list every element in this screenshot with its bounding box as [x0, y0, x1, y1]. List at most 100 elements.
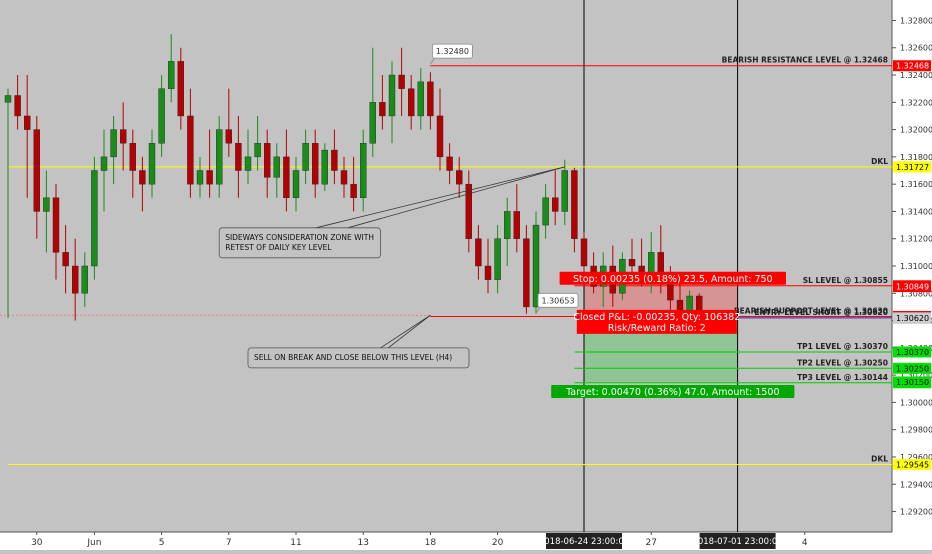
candle-body — [446, 156, 453, 171]
level-label: SL LEVEL @ 1.30855 — [803, 276, 888, 285]
level-label: DKL — [871, 157, 888, 166]
candle-body — [312, 143, 319, 185]
candle-body — [542, 197, 549, 226]
candle-body — [139, 170, 146, 185]
candle-body — [532, 224, 540, 308]
x-tick-label: 5 — [159, 538, 165, 548]
date-tag-bg — [546, 533, 622, 549]
candle-body — [369, 102, 376, 144]
candle-body — [580, 238, 588, 267]
candle-body — [475, 238, 482, 267]
y-tick-label: 1.32800 — [900, 16, 932, 25]
candle-body — [206, 170, 213, 185]
price-tag: 1.30849 — [896, 283, 929, 292]
x-tick-label: 20 — [492, 538, 504, 548]
candle-body — [408, 88, 415, 117]
price-tag: 1.30250 — [896, 364, 929, 373]
candle-body — [283, 156, 290, 198]
candle-body — [215, 129, 223, 185]
candle-body — [129, 143, 137, 171]
price-tag: 1.30620 — [896, 314, 929, 323]
y-tick-label: 1.31400 — [900, 207, 932, 216]
closed-pl-bg — [576, 309, 737, 334]
candle-body — [4, 95, 12, 103]
price-tag-bg — [893, 312, 931, 324]
x-tick-label: 7 — [226, 538, 232, 548]
candle-body — [417, 81, 424, 117]
note-box — [247, 347, 470, 369]
price-tag: 1.31727 — [896, 163, 929, 172]
candle-body — [552, 197, 559, 212]
price-tag: 1.30370 — [896, 348, 929, 357]
time-axis-background — [0, 532, 892, 550]
date-tag: 2018-06-24 23:00:00 — [539, 537, 629, 547]
x-tick-label: 30 — [31, 538, 43, 548]
candle-body — [523, 238, 530, 308]
candle-body — [331, 149, 338, 171]
candle-body — [398, 74, 405, 89]
candle-body — [110, 129, 117, 158]
candle-body — [52, 197, 60, 253]
candle-body — [91, 170, 98, 267]
candle-body — [302, 143, 309, 171]
candle-body — [235, 143, 242, 171]
note-pointer — [315, 166, 565, 238]
price-callout: 1.30653 — [541, 296, 574, 305]
candle-body — [388, 74, 396, 117]
price-tag-bg — [893, 281, 931, 293]
candle-body — [273, 156, 280, 178]
candle-body — [244, 156, 252, 171]
candle-body — [62, 252, 69, 267]
candle-body — [427, 81, 434, 117]
y-tick-label: 1.32400 — [900, 71, 932, 80]
candle-body — [484, 265, 492, 280]
y-tick-label: 1.31000 — [900, 262, 932, 271]
price-tag: 1.29545 — [896, 460, 929, 469]
price-tag-bg — [893, 346, 931, 358]
note-text: RETEST OF DAILY KEY LEVEL — [225, 243, 332, 252]
candle-body — [456, 170, 463, 185]
x-tick-label: Jun — [86, 538, 101, 548]
candle-body — [504, 211, 511, 239]
candle-body — [292, 170, 300, 198]
candle-body — [465, 183, 472, 239]
y-tick-label: 1.29200 — [900, 508, 932, 517]
risk-reward-label: Risk/Reward Ratio: 2 — [608, 323, 706, 334]
price-tag-bg — [893, 458, 931, 470]
candle-body — [33, 129, 40, 212]
candle-body — [264, 143, 271, 178]
candle-body — [254, 143, 261, 158]
candle-body — [196, 170, 204, 185]
level-label: TP1 LEVEL @ 1.30370 — [797, 342, 888, 351]
x-tick-label: 13 — [357, 538, 368, 548]
candle-body — [167, 61, 175, 89]
stop-label: Stop: 0.00235 (0.18%) 23.5, Amount: 750 — [573, 274, 773, 285]
candle-body — [350, 183, 357, 198]
candle-body — [100, 156, 108, 171]
y-tick-label: 1.31600 — [900, 180, 932, 189]
price-callout-pointer — [535, 307, 541, 314]
candle-body — [187, 115, 194, 185]
note-pointer — [380, 314, 431, 349]
level-label: BEARISH SUPPORT LEVEL @ 1.30630 — [734, 306, 888, 315]
y-tick-label: 1.32200 — [900, 98, 932, 107]
price-tag: 1.32468 — [896, 62, 929, 71]
x-tick-label: 4 — [802, 538, 808, 548]
y-tick-label: 1.30800 — [900, 289, 932, 298]
candle-body — [158, 88, 165, 144]
candle-body — [513, 211, 520, 239]
candle-body — [225, 129, 233, 144]
x-tick-label: 27 — [645, 538, 656, 548]
note-text: SIDEWAYS CONSIDERATION ZONE WITH — [225, 233, 374, 242]
candle-body — [340, 170, 348, 185]
level-label: TP2 LEVEL @ 1.30250 — [797, 358, 888, 367]
y-tick-label: 1.32600 — [900, 44, 932, 53]
y-tick-label: 1.32000 — [900, 126, 932, 135]
candle-body — [14, 95, 21, 117]
candle-body — [571, 170, 578, 239]
y-tick-label: 1.29600 — [900, 453, 932, 462]
candle-body — [119, 129, 127, 144]
